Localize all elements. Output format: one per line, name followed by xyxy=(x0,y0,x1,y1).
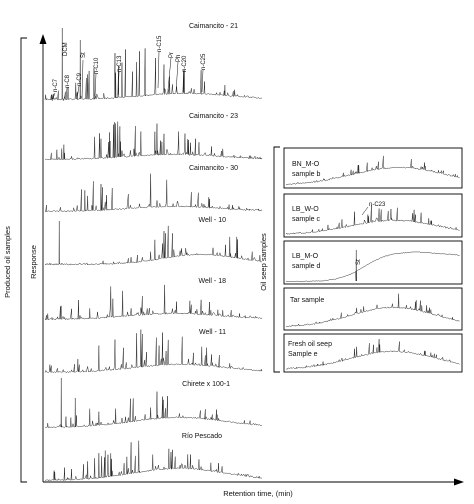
x-axis-arrow xyxy=(454,478,464,486)
y-axis-arrow xyxy=(39,34,47,44)
seep-group-label: Oil seep samples xyxy=(259,233,268,291)
sample-label: Caimancito - 23 xyxy=(189,113,238,120)
trace-well-18: Well - 18 xyxy=(44,278,263,321)
trace-frame xyxy=(283,147,463,189)
sample-label: Well - 10 xyxy=(199,217,227,224)
seep-trace-lb-m-o: LB_M-O sample d St xyxy=(283,240,463,285)
sample-label: Fresh oil seep xyxy=(288,341,332,348)
sample-label: Caimancito - 21 xyxy=(189,23,238,30)
seep-group-bracket xyxy=(273,146,280,373)
peak-label-n-c15: n-C15 xyxy=(157,35,163,52)
seep-trace-bn-m-o: BN_M-O sample b xyxy=(283,147,463,189)
trace-well-11: Well - 11 xyxy=(44,329,263,374)
peak-label-n-c20: n-C20 xyxy=(182,55,188,72)
trace-frame xyxy=(283,240,463,285)
sample-label: Chirete x 100-1 xyxy=(182,381,230,388)
peak-leader-lines xyxy=(51,51,204,102)
oil-seep-panel: Oil seep samples BN_M-O sample b LB_W-O … xyxy=(259,146,463,373)
sample-sublabel: sample d xyxy=(292,263,321,270)
peak-label-n-c8: n-C8 xyxy=(65,74,71,88)
group-label: Produced oil samples xyxy=(3,226,12,298)
peak-label-st: St xyxy=(81,52,87,58)
peak-label-dcm: DCM xyxy=(63,42,69,56)
sample-label: BN_M-O xyxy=(292,161,320,168)
seep-trace-tar-sample: Tar sample xyxy=(283,287,463,331)
peak-label-n-c9: n-C9 xyxy=(77,72,83,86)
chromatogram-line xyxy=(286,155,460,185)
sample-label: LB_M-O xyxy=(292,253,319,260)
peak-label-ph: Ph xyxy=(176,55,182,62)
sample-sublabel: sample c xyxy=(292,216,321,223)
peak-label-n-c7: n-C7 xyxy=(53,78,59,92)
trace-caimancito-30: Caimancito - 30 xyxy=(44,165,263,213)
peak-label-st: St xyxy=(356,259,362,265)
chromatogram-line xyxy=(44,27,263,101)
peak-label-n-c10: n-C10 xyxy=(94,57,100,74)
chromatogram-line xyxy=(285,205,460,235)
chromatogram-line xyxy=(44,329,263,374)
seep-trace-fresh-oil-seep: Fresh oil seep Sample e xyxy=(283,333,463,373)
chromatogram-line xyxy=(44,377,263,429)
peak-label-n-c23: n-C23 xyxy=(369,202,386,208)
sample-label: Tar sample xyxy=(290,297,324,304)
trace-caimancito-23: Caimancito - 23 xyxy=(44,113,263,161)
chromatogram-line xyxy=(44,440,263,482)
chromatogram-line xyxy=(44,220,263,266)
y-axis-label: Response xyxy=(29,245,38,279)
sample-label: Well - 11 xyxy=(199,329,226,336)
trace-frame xyxy=(283,333,463,373)
chromatogram-line xyxy=(285,339,460,370)
sample-sublabel: Sample e xyxy=(288,351,318,358)
chromatogram-line xyxy=(44,121,263,161)
produced-oils-panel: Produced oil samples Response Retention … xyxy=(3,23,464,498)
chromatogram-line xyxy=(285,293,460,328)
sample-label: Río Pescado xyxy=(182,433,222,440)
peak-labels: n-C7 DCM n-C8 n-C9 St n-C10 n-C13 n-C15 … xyxy=(51,35,207,102)
peak-leader-line xyxy=(361,206,369,216)
peak-label-pr: Pr xyxy=(169,52,175,58)
sample-label: Well - 18 xyxy=(199,278,227,285)
trace-rio-pescado: Río Pescado xyxy=(44,433,263,482)
sample-sublabel: sample b xyxy=(292,171,321,178)
x-axis-label: Retention time, (min) xyxy=(223,489,293,498)
sample-label: LB_W-O xyxy=(292,206,319,213)
trace-frame xyxy=(283,287,463,331)
trace-caimancito-21: Caimancito - 21 xyxy=(44,23,263,101)
chromatogram-line xyxy=(285,249,460,283)
trace-chirete-x-100-1: Chirete x 100-1 xyxy=(44,377,263,429)
trace-well-10: Well - 10 xyxy=(44,217,263,266)
group-bracket xyxy=(20,37,27,483)
seep-trace-lb-w-o: LB_W-O sample c n-C23 xyxy=(283,193,463,238)
sample-label: Caimancito - 30 xyxy=(189,165,238,172)
trace-frame xyxy=(283,193,463,238)
chromatogram-line xyxy=(44,284,263,321)
peak-label-n-c25: n-C25 xyxy=(201,53,207,70)
peak-label-n-c13: n-C13 xyxy=(117,55,123,72)
chromatogram-line xyxy=(44,173,263,213)
